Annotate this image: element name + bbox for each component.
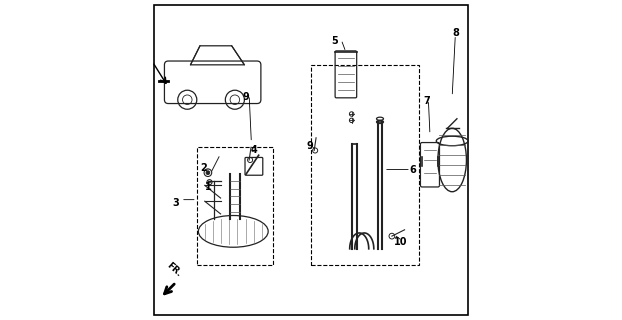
- Text: 3: 3: [173, 198, 180, 208]
- Text: 9: 9: [243, 92, 249, 101]
- Text: 10: 10: [394, 237, 407, 247]
- Text: 2: 2: [200, 163, 207, 173]
- Text: 5: 5: [332, 36, 338, 46]
- Text: 8: 8: [452, 28, 459, 38]
- Text: 4: 4: [251, 146, 258, 156]
- Text: 1: 1: [205, 182, 211, 192]
- Circle shape: [206, 171, 210, 175]
- Text: 7: 7: [424, 96, 430, 106]
- Bar: [197, 147, 273, 265]
- Text: 9: 9: [307, 141, 313, 151]
- Bar: [311, 65, 419, 265]
- Text: FR.: FR.: [165, 261, 183, 279]
- Text: 6: 6: [409, 164, 416, 174]
